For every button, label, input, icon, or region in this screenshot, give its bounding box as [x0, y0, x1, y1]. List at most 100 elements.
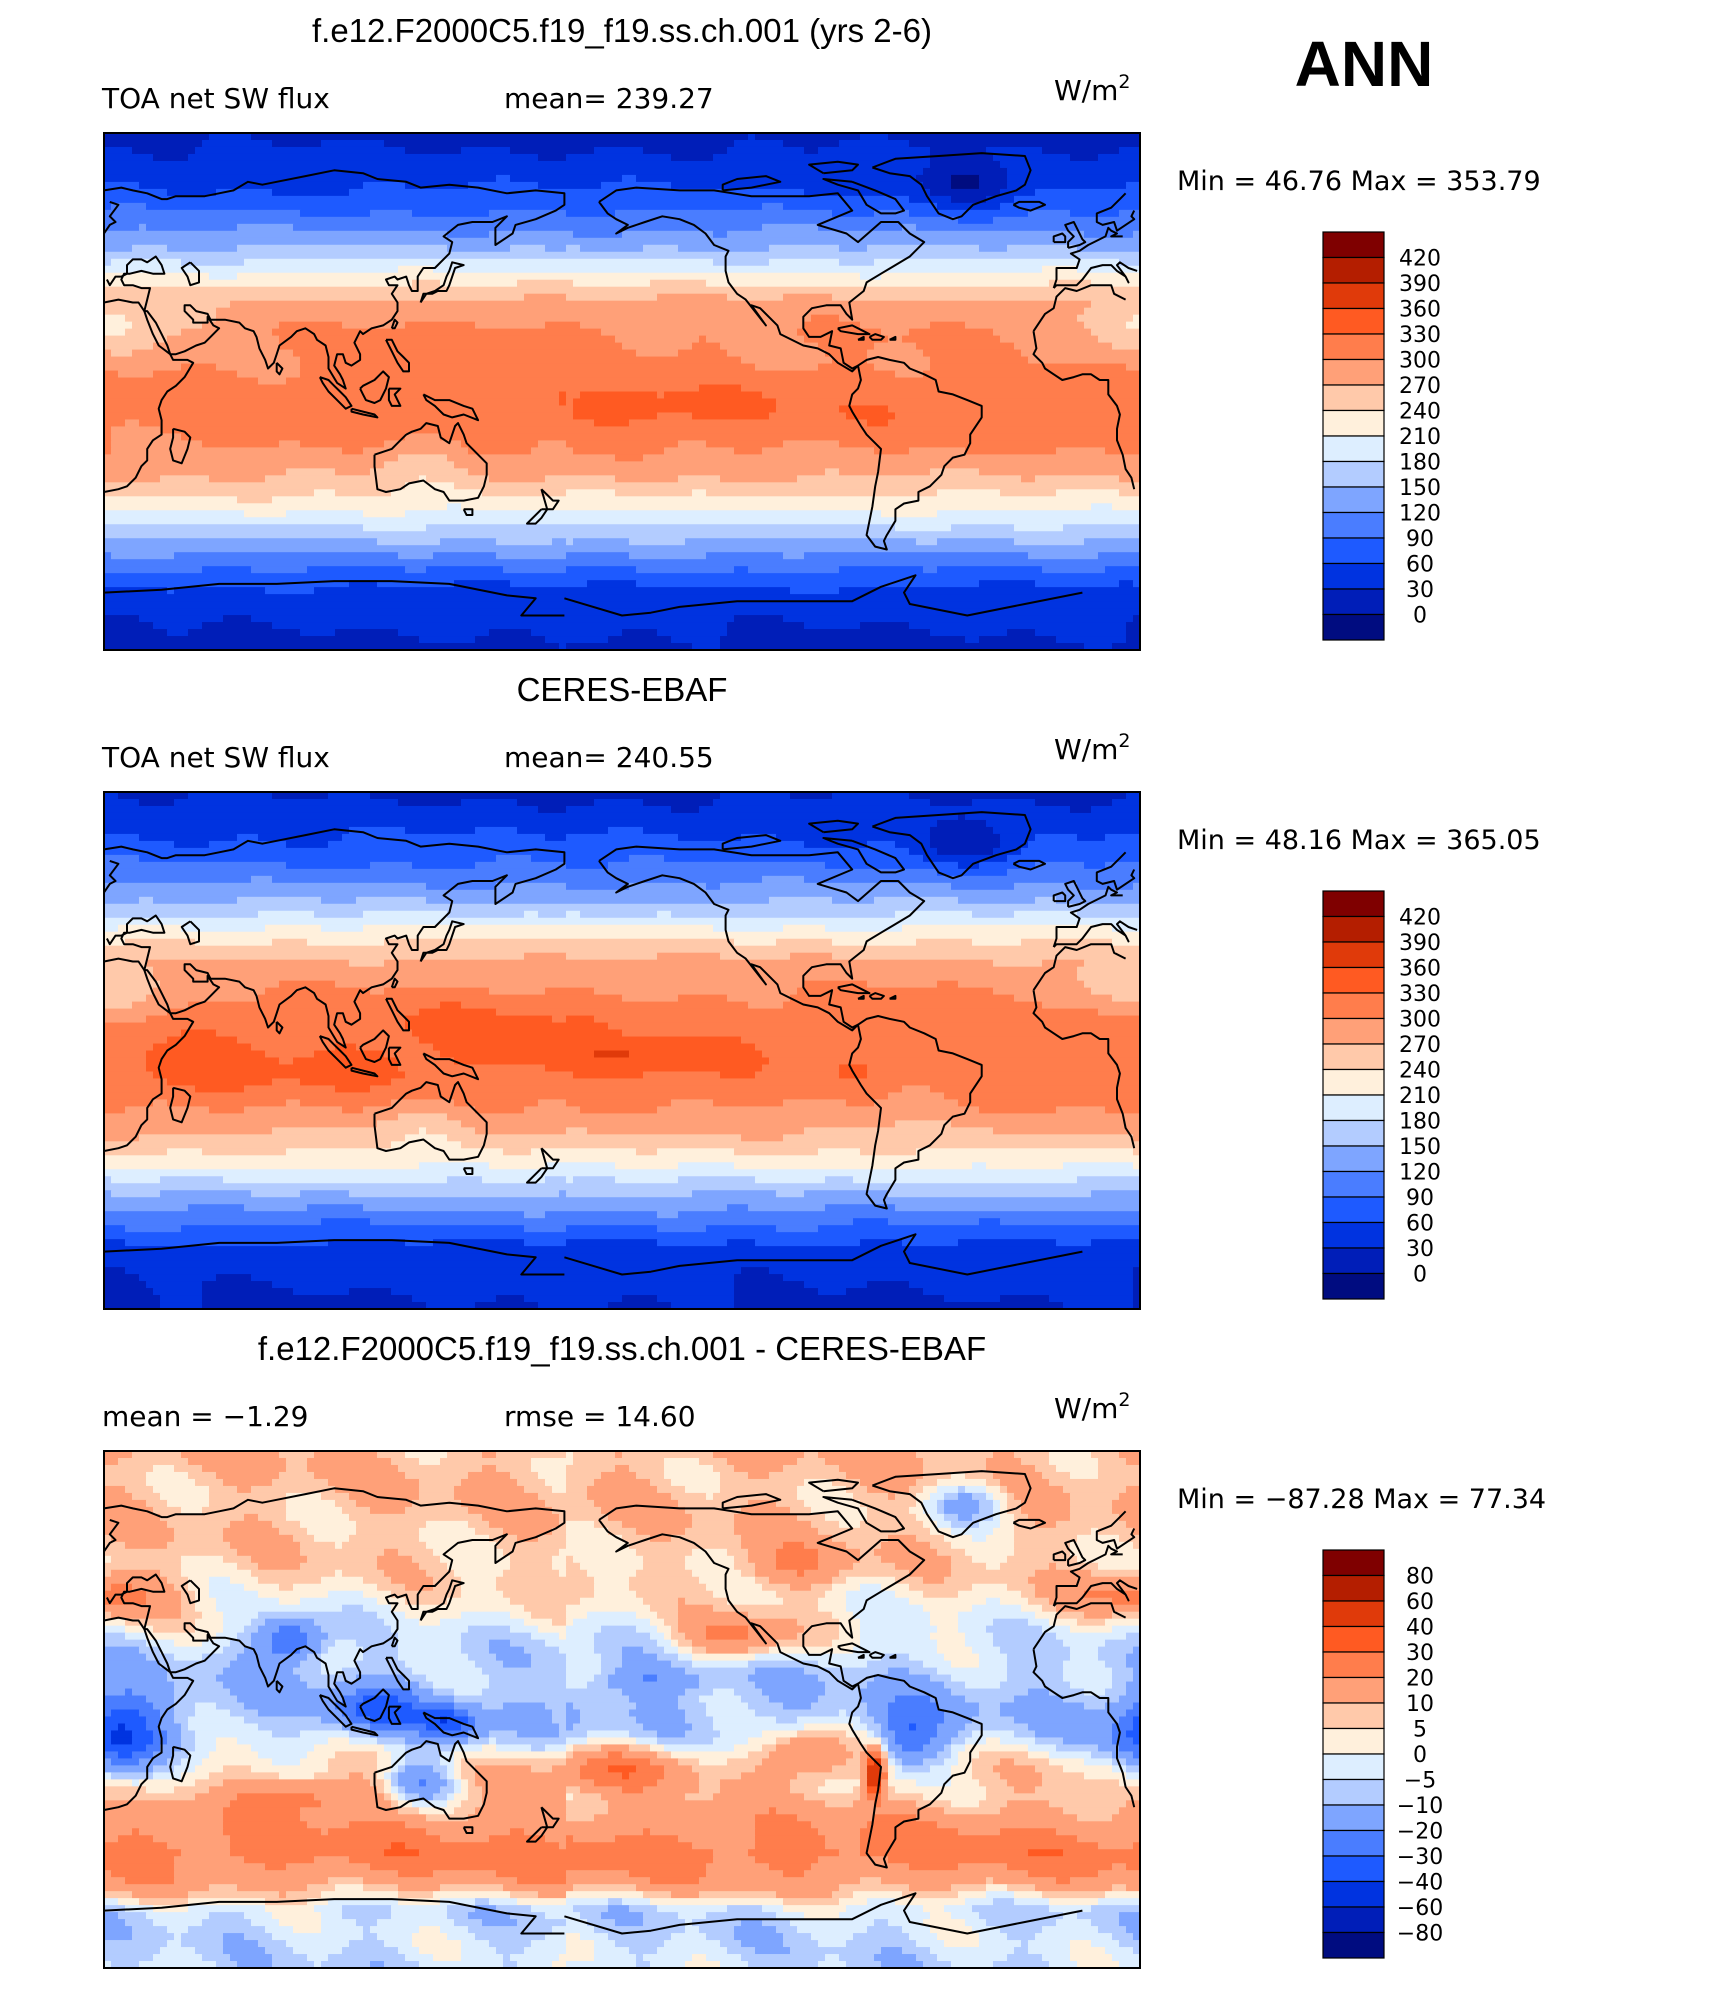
coastline	[373, 1081, 488, 1161]
coastline	[848, 356, 983, 551]
colorbar-tick-label: 0	[1413, 1263, 1427, 1288]
colorbar-tick-label: 150	[1399, 1135, 1441, 1160]
coastlines	[104, 1470, 1138, 1935]
coastline	[104, 1892, 1083, 1935]
coastline	[419, 261, 465, 304]
coastline	[1012, 200, 1046, 212]
coastline	[868, 333, 885, 341]
coastline	[1012, 859, 1046, 871]
colorbar-box	[1322, 1043, 1385, 1071]
colorbar-box	[1322, 1094, 1385, 1122]
units-exponent: 2	[1118, 1389, 1130, 1411]
coastline	[598, 845, 926, 1032]
colorbar-box	[1322, 1272, 1385, 1300]
coastline	[385, 1656, 410, 1691]
coastline	[808, 819, 859, 834]
colorbar-tick-label: 300	[1399, 1008, 1441, 1033]
coastline	[387, 387, 402, 407]
coastline	[390, 318, 399, 330]
coastline	[359, 1029, 390, 1063]
colorbar-box	[1322, 1906, 1385, 1934]
colorbar-tick-label: 90	[1406, 527, 1434, 552]
coastline	[180, 261, 200, 287]
coastline	[275, 1680, 284, 1694]
coastline	[872, 1470, 1032, 1539]
colorbar-tick-label: 420	[1399, 906, 1441, 931]
coastline	[837, 983, 871, 995]
colorbar-box	[1322, 511, 1385, 539]
colorbar-box	[1322, 1855, 1385, 1883]
coastline	[422, 393, 480, 422]
coastline	[387, 1046, 402, 1066]
panel-left-label: mean = −1.29	[102, 1400, 308, 1433]
colorbar-box	[1322, 435, 1385, 463]
colorbar-box	[1322, 1804, 1385, 1832]
coastline	[857, 994, 865, 1000]
map-field	[104, 792, 1140, 1309]
colorbar-box	[1322, 1247, 1385, 1275]
coastline	[422, 1052, 480, 1081]
coastline	[1052, 1550, 1067, 1562]
colorbar-box	[1322, 358, 1385, 386]
colorbar-box	[1322, 256, 1385, 284]
panel-stat-label: mean= 239.27	[504, 82, 714, 115]
colorbar-tick-label: 60	[1406, 553, 1434, 578]
coastline	[318, 376, 353, 410]
coastline	[350, 407, 379, 419]
coastline	[721, 175, 782, 192]
coastline	[837, 324, 871, 336]
coastline	[837, 1642, 871, 1654]
minmax-label: Min = 46.76 Max = 353.79	[1177, 166, 1541, 197]
coastline	[872, 152, 1032, 221]
coastline	[104, 169, 1138, 390]
colorbar-tick-label: 360	[1399, 957, 1441, 982]
colorbar-box	[1322, 384, 1385, 412]
coastline	[387, 1705, 402, 1725]
panels: f.e12.F2000C5.f19_f19.ss.ch.001 (yrs 2-6…	[101, 12, 1546, 1969]
colorbar-box	[1322, 1221, 1385, 1249]
colorbar-box	[1322, 588, 1385, 616]
colorbar-box	[1322, 537, 1385, 565]
coastline	[104, 943, 1136, 1152]
colorbar-tick-label: 270	[1399, 1033, 1441, 1058]
coastline	[889, 1653, 897, 1659]
map-frame	[103, 791, 1141, 1310]
colorbar-tick-label: 60	[1406, 1590, 1434, 1615]
colorbar-tick-label: −5	[1404, 1769, 1436, 1794]
colorbar-tick-label: 30	[1406, 1641, 1434, 1666]
colorbar-tick-label: 30	[1406, 578, 1434, 603]
colorbar-tick-label: 40	[1406, 1616, 1434, 1641]
colorbar-box	[1322, 1880, 1385, 1908]
colorbar-tick-label: 0	[1413, 604, 1427, 629]
colorbar-tick-label: 390	[1399, 931, 1441, 956]
coastline	[857, 335, 865, 341]
coastline	[857, 1653, 865, 1659]
panel-title: CERES-EBAF	[517, 671, 728, 708]
coastline	[350, 1066, 379, 1078]
colorbar-box	[1322, 890, 1385, 918]
colorbar-box	[1322, 992, 1385, 1020]
colorbar-tick-label: 330	[1399, 982, 1441, 1007]
colorbar-box	[1322, 941, 1385, 969]
colorbar-box	[1322, 1068, 1385, 1096]
units-label: W/m2	[1054, 71, 1131, 107]
map-frame	[103, 1450, 1141, 1969]
colorbar-tick-label: 210	[1399, 425, 1441, 450]
coastline	[526, 1826, 549, 1843]
panel-title: f.e12.F2000C5.f19_f19.ss.ch.001 - CERES-…	[258, 1330, 986, 1367]
coastline	[598, 186, 926, 373]
colorbar-box	[1322, 333, 1385, 361]
coastline	[872, 811, 1032, 880]
coastline	[721, 1493, 782, 1510]
colorbar-box	[1322, 1676, 1385, 1704]
colorbar-box	[1322, 1017, 1385, 1045]
colorbar-tick-label: −10	[1397, 1794, 1443, 1819]
coastline	[318, 1694, 353, 1728]
colorbar-box	[1322, 282, 1385, 310]
panel-1: f.e12.F2000C5.f19_f19.ss.ch.001 (yrs 2-6…	[101, 12, 1541, 651]
colorbar-tick-label: 0	[1413, 1743, 1427, 1768]
colorbar-tick-label: −40	[1397, 1871, 1443, 1896]
